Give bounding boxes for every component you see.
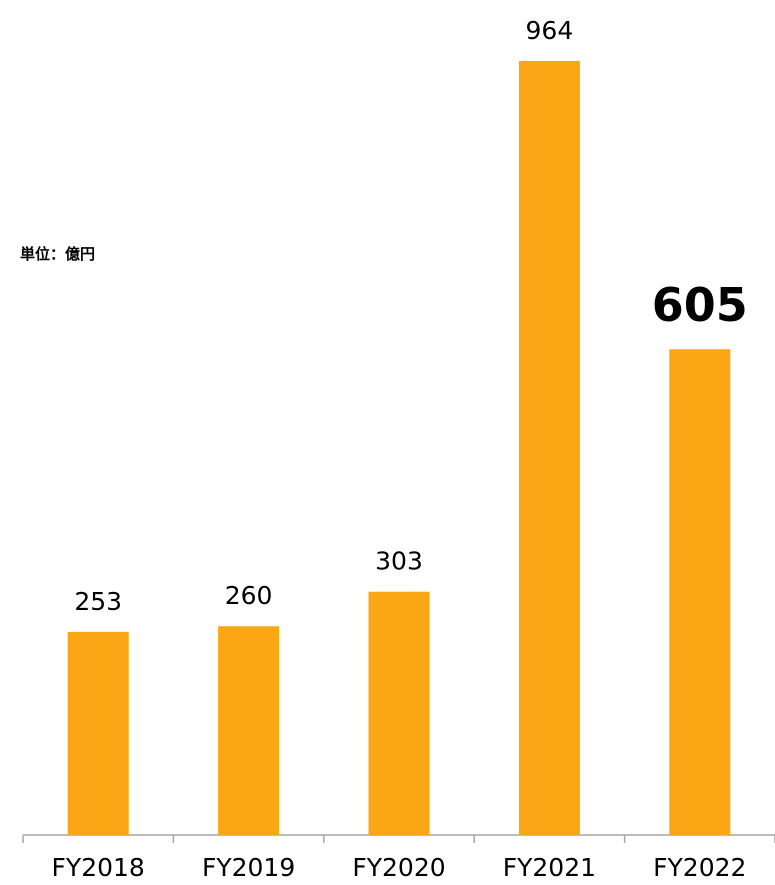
data-label-fy2022: 605 (652, 278, 748, 332)
bar-fy2018 (67, 631, 129, 835)
x-tick-label-fy2018: FY2018 (52, 853, 145, 881)
data-label-fy2021: 964 (526, 16, 574, 45)
bar-fy2022 (669, 349, 731, 835)
bar-fy2019 (218, 626, 280, 835)
data-label-fy2020: 303 (375, 547, 423, 576)
x-tick-label-fy2022: FY2022 (653, 853, 746, 881)
x-tick-label-fy2020: FY2020 (352, 853, 445, 881)
unit-label: 単位：億円 (20, 245, 96, 263)
x-tick-label-fy2021: FY2021 (503, 853, 596, 881)
bar-fy2021 (518, 61, 580, 835)
x-tick-label-fy2019: FY2019 (202, 853, 295, 881)
bar-fy2020 (368, 591, 430, 835)
data-label-fy2019: 260 (225, 581, 273, 610)
data-label-fy2018: 253 (74, 587, 122, 616)
